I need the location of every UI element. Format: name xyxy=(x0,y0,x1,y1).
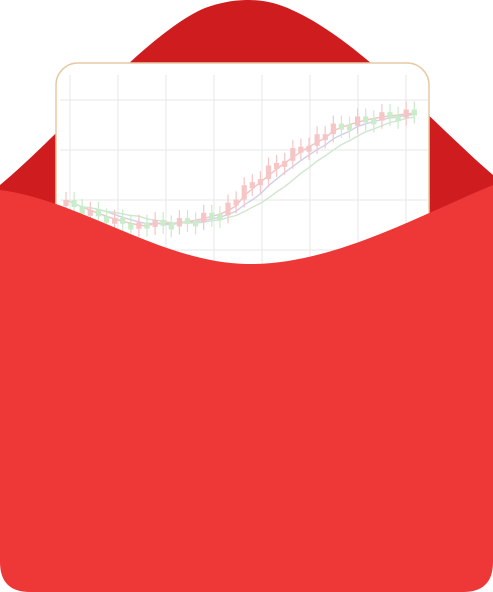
candle-body xyxy=(144,222,150,229)
envelope-front-pocket xyxy=(0,185,493,592)
moving-average-line xyxy=(65,113,415,226)
candle-body xyxy=(355,116,361,126)
candle-body xyxy=(95,209,101,217)
candle-body xyxy=(249,182,255,189)
candle-body xyxy=(298,146,304,153)
candle-body xyxy=(379,112,385,121)
candle-body xyxy=(193,220,199,227)
candle-body xyxy=(63,200,69,206)
candle-body xyxy=(112,217,118,224)
candle-body xyxy=(306,145,312,152)
candle-body xyxy=(411,109,417,116)
candle-body xyxy=(274,162,280,169)
candle-body xyxy=(257,179,263,186)
candle-body xyxy=(168,223,174,230)
candle-body xyxy=(217,214,223,221)
candle-body xyxy=(265,165,272,180)
candle-body xyxy=(103,216,110,223)
candle-body xyxy=(338,123,344,130)
candle-body xyxy=(184,218,191,225)
candle-body xyxy=(79,207,85,214)
candle-body xyxy=(290,148,296,161)
candle-body xyxy=(363,116,369,123)
candle-body xyxy=(314,134,320,146)
candle-body xyxy=(233,199,239,206)
candle-body xyxy=(152,219,158,227)
candle-body xyxy=(87,209,93,216)
candle-body xyxy=(282,160,288,167)
candle-body xyxy=(209,212,215,219)
candle-body xyxy=(225,202,231,216)
candle-body xyxy=(136,222,142,229)
candle-body xyxy=(330,123,336,135)
candle-body xyxy=(371,118,377,125)
candle-body xyxy=(71,200,77,208)
candle-body xyxy=(176,218,182,227)
candle-body xyxy=(128,223,134,230)
moving-average-line xyxy=(65,116,415,224)
candle-body xyxy=(403,109,409,118)
candle-body xyxy=(120,217,126,224)
candle-body xyxy=(346,124,353,131)
candle-body xyxy=(322,134,328,141)
candle-body xyxy=(241,185,247,200)
candle-body xyxy=(160,219,166,226)
candle-body xyxy=(395,114,401,121)
candle-body xyxy=(201,212,207,223)
candle-body xyxy=(387,112,393,119)
